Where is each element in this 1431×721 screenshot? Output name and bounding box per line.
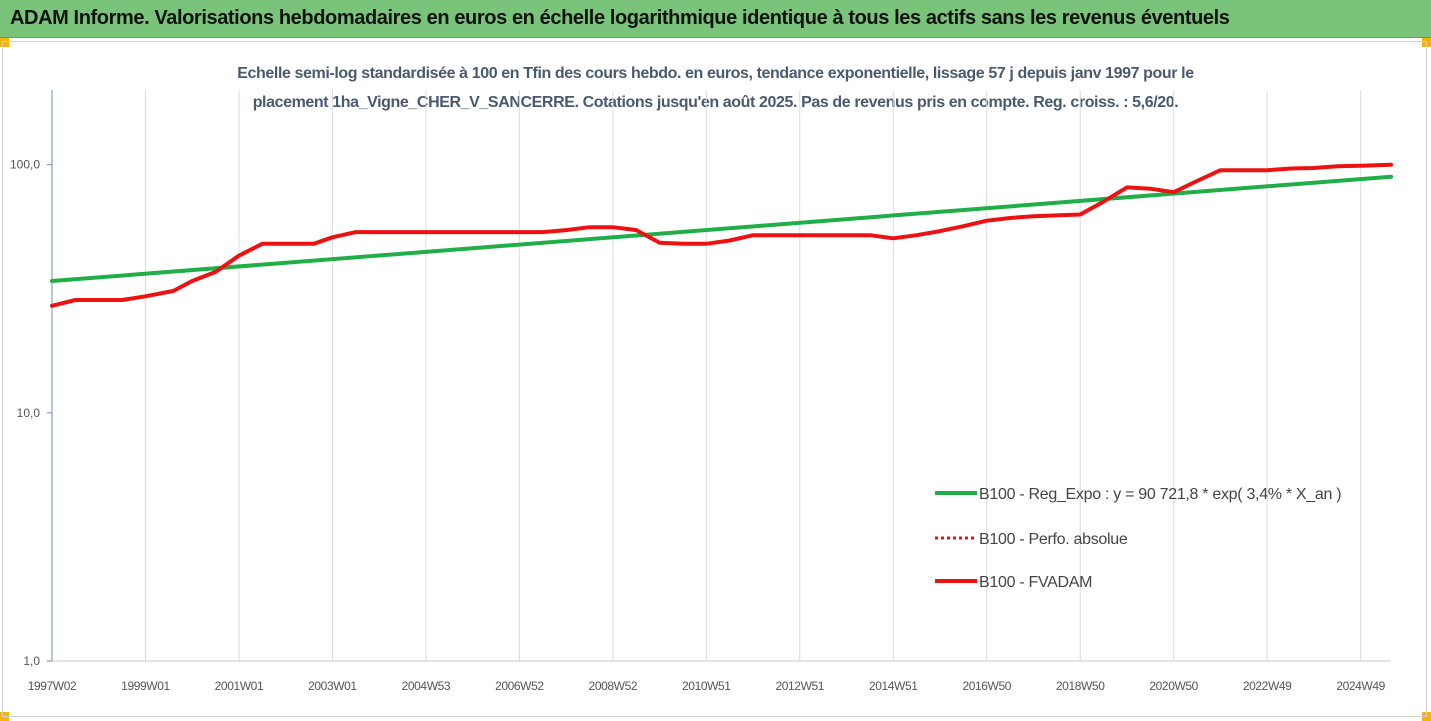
x-tick-label: 2006W52 bbox=[495, 679, 544, 693]
legend: B100 - Reg_Expo : y = 90 721,8 * exp( 3,… bbox=[935, 486, 1342, 591]
x-tick-label: 2004W53 bbox=[402, 679, 451, 693]
x-tick-label: 2024W49 bbox=[1336, 679, 1385, 693]
legend-label-0: B100 - Reg_Expo : y = 90 721,8 * exp( 3,… bbox=[979, 486, 1341, 503]
series-line-2 bbox=[50, 162, 1393, 308]
x-tick-label: 1997W02 bbox=[28, 679, 77, 693]
report-title: ADAM Informe. Valorisations hebdomadaire… bbox=[10, 7, 1230, 29]
header-banner: ADAM Informe. Valorisations hebdomadaire… bbox=[0, 0, 1431, 38]
gridlines bbox=[144, 90, 1362, 661]
x-tick-label: 2020W50 bbox=[1149, 679, 1198, 693]
x-tick-label: 2018W50 bbox=[1056, 679, 1105, 693]
series-line-0 bbox=[50, 174, 1393, 283]
x-tick-label: 2008W52 bbox=[589, 679, 638, 693]
y-tick-label: 1,0 bbox=[23, 654, 40, 668]
legend-label-1: B100 - Perfo. absolue bbox=[979, 531, 1128, 548]
corner-accent-top-left bbox=[0, 38, 9, 47]
x-tick-label: 1999W01 bbox=[121, 679, 170, 693]
x-tick-label: 2012W51 bbox=[775, 679, 824, 693]
series-lines bbox=[50, 162, 1393, 308]
chart-title-line-1: Echelle semi-log standardisée à 100 en T… bbox=[237, 65, 1194, 82]
axes: 1997W02 1999W01 2001W01 2003W01 2004W53 2006W… bbox=[10, 90, 1391, 693]
y-tick-label: 10,0 bbox=[17, 406, 41, 420]
y-tick-label: 100,0 bbox=[10, 158, 40, 172]
x-tick-label: 2014W51 bbox=[869, 679, 918, 693]
legend-label-2: B100 - FVADAM bbox=[979, 574, 1092, 591]
x-tick-label: 2001W01 bbox=[215, 679, 264, 693]
x-tick-label: 2010W51 bbox=[682, 679, 731, 693]
x-tick-label: 2016W50 bbox=[962, 679, 1011, 693]
chart-title-line-2: placement 1ha_Vigne_CHER_V_SANCERRE. Cot… bbox=[252, 94, 1179, 111]
chart-area bbox=[2, 41, 1427, 717]
x-tick-label: 2003W01 bbox=[308, 679, 357, 693]
x-tick-label: 2022W49 bbox=[1243, 679, 1292, 693]
